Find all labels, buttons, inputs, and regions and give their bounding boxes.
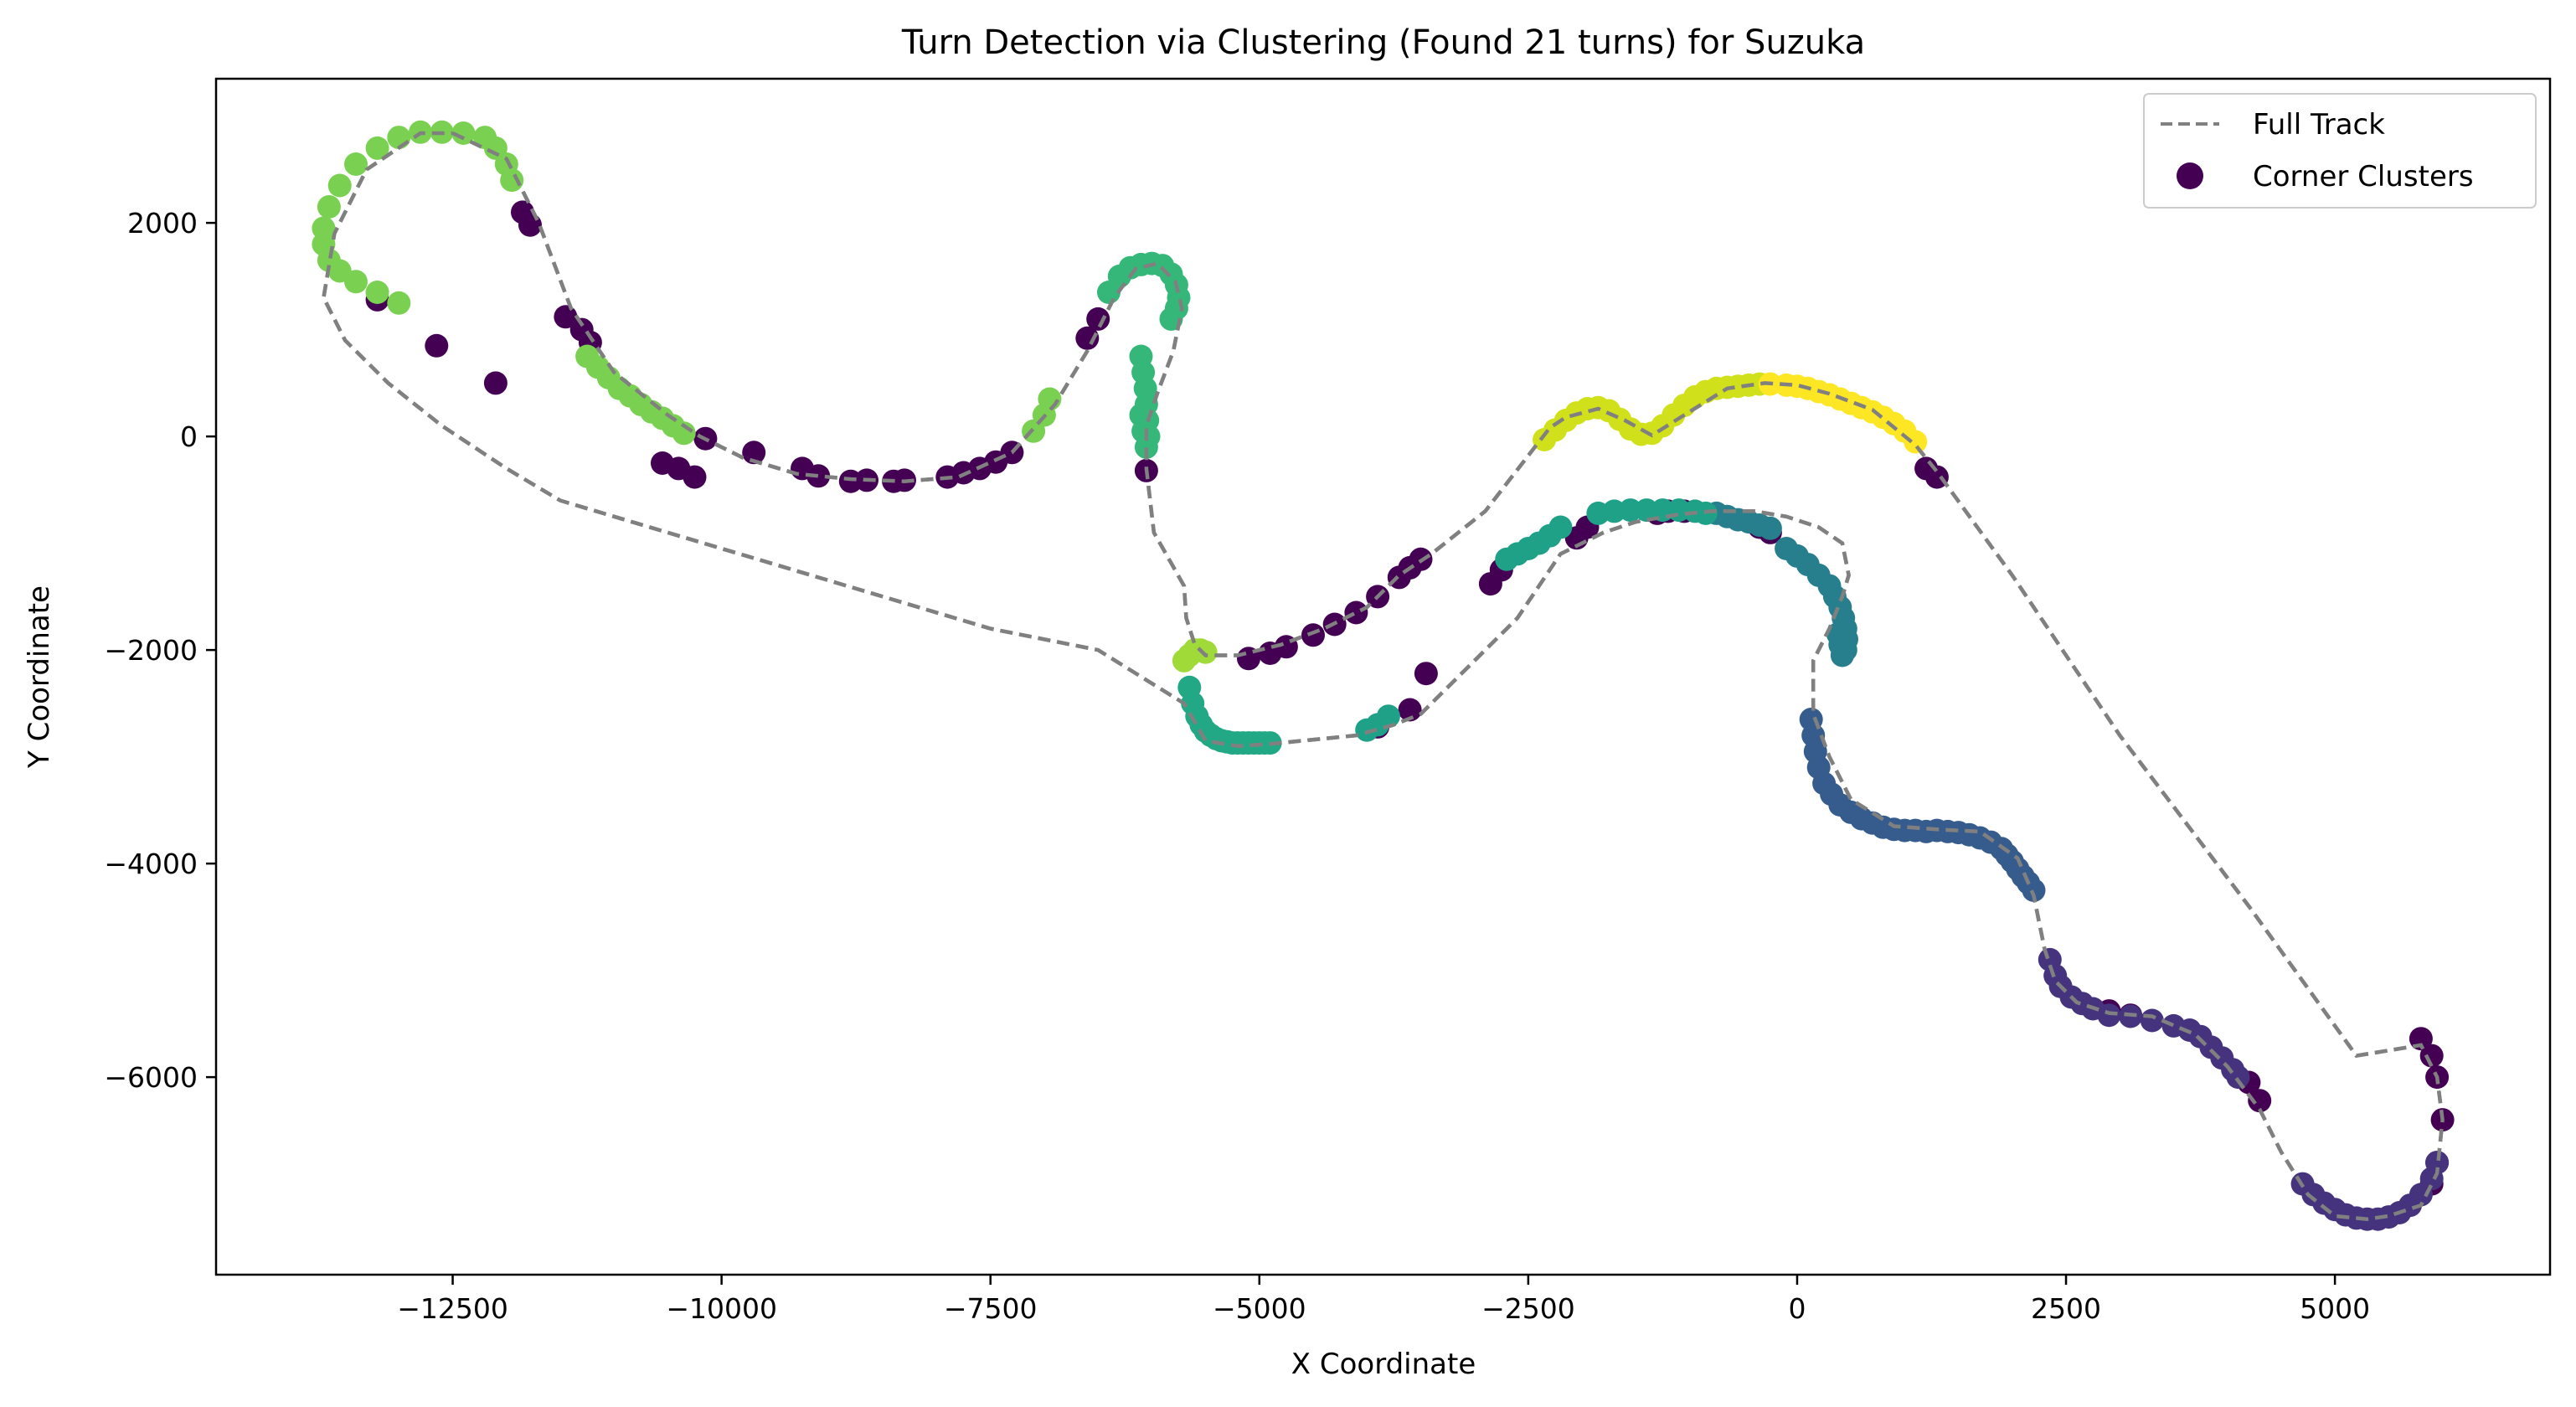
y-tick-label: 2000 [127, 207, 198, 240]
cluster-point [672, 421, 696, 446]
cluster-point [1075, 326, 1100, 350]
x-tick-label: −5000 [1213, 1292, 1306, 1325]
y-tick-label: 0 [180, 420, 198, 453]
x-tick-label: 5000 [2300, 1292, 2370, 1325]
cluster-2 [1799, 708, 2046, 902]
cluster-8 [1172, 638, 1218, 673]
plot-area [312, 120, 2455, 1231]
x-tick-label: −12500 [397, 1292, 508, 1325]
cluster-point [1635, 498, 1659, 523]
legend-label-corner-clusters: Corner Clusters [2253, 160, 2474, 193]
cluster-point [1376, 704, 1400, 729]
x-tick-label: −2500 [1481, 1292, 1575, 1325]
cluster-point [317, 195, 341, 219]
cluster-point [483, 371, 507, 395]
legend-label-full-track: Full Track [2253, 108, 2385, 142]
cluster-point [365, 136, 389, 160]
chart-title: Turn Detection via Clustering (Found 21 … [901, 23, 1865, 62]
cluster-point [2248, 1089, 2272, 1113]
x-tick-label: −10000 [666, 1292, 777, 1325]
y-tick-label: −4000 [104, 848, 198, 880]
cluster-point [2097, 1003, 2121, 1028]
cluster-point [683, 465, 707, 489]
cluster-point [806, 464, 831, 488]
cluster-point [554, 305, 578, 329]
x-tick-label: 2500 [2031, 1292, 2101, 1325]
cluster-point [1904, 430, 1928, 454]
cluster-layer [312, 120, 2455, 1231]
cluster-point [1193, 640, 1218, 664]
cluster-point [425, 333, 449, 358]
cluster-point [1758, 516, 1782, 540]
legend: Full Track Corner Clusters [2143, 93, 2537, 209]
cluster-point [1086, 307, 1110, 331]
cluster-point [344, 152, 368, 176]
y-axis: 2000 0 −2000 −4000 −6000 [104, 207, 216, 1094]
x-axis: −12500 −10000 −7500 −5000 −2500 0 2500 5000 [397, 1275, 2370, 1325]
cluster-point [387, 291, 411, 315]
cluster-point [2140, 1008, 2164, 1033]
cluster-point [500, 168, 524, 193]
plot-frame [214, 77, 2552, 1276]
legend-box [2143, 93, 2537, 209]
cluster-point [1414, 662, 1438, 686]
cluster-point [1618, 498, 1642, 523]
cluster-point [451, 121, 476, 145]
cluster-point [2425, 1151, 2450, 1175]
cluster-point [2419, 1044, 2444, 1068]
y-tick-label: −2000 [104, 634, 198, 667]
legend-cluster-swatch [2177, 162, 2203, 189]
y-tick-label: −6000 [104, 1061, 198, 1094]
y-axis-label: Y Coordinate [23, 585, 56, 769]
x-axis-label: X Coordinate [1291, 1348, 1476, 1381]
cluster-point [742, 441, 766, 465]
cluster-point [1301, 623, 1325, 647]
cluster-point [1495, 547, 1519, 571]
cluster-4 [1355, 498, 1718, 742]
cluster-point [1826, 622, 1850, 646]
cluster-point [365, 281, 389, 304]
cluster-point [1398, 698, 1422, 722]
cluster-point [518, 213, 542, 237]
cluster-point [1344, 600, 1368, 625]
cluster-point [344, 270, 368, 294]
x-tick-label: −7500 [944, 1292, 1038, 1325]
x-tick-label: 0 [1788, 1292, 1806, 1325]
cluster-point [327, 173, 352, 198]
cluster-point [1038, 387, 1062, 411]
